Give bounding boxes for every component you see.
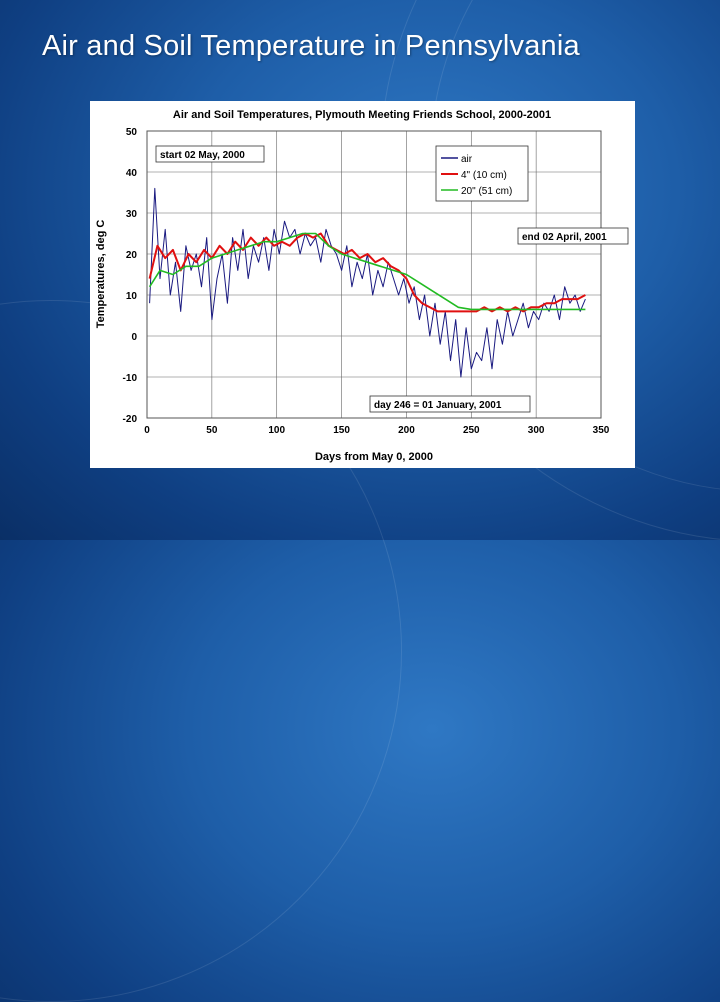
- annotation-start-text: start 02 May, 2000: [160, 150, 245, 161]
- y-axis-label: Temperatures, deg C: [95, 220, 107, 329]
- x-tick-label: 350: [593, 425, 610, 436]
- annotation-end: end 02 April, 2001: [517, 227, 629, 245]
- y-tick-label: -10: [123, 373, 138, 384]
- annotation-jan-box: [369, 395, 531, 413]
- legend-label-4in: 4" (10 cm): [461, 170, 507, 181]
- y-tick-label: 50: [126, 127, 138, 138]
- x-tick-label: 300: [528, 425, 545, 436]
- series-lines: [148, 187, 586, 378]
- x-tick-label: 50: [206, 425, 218, 436]
- x-tick-label: 200: [398, 425, 415, 436]
- annotation-end-box: [517, 227, 629, 245]
- x-tick-label: 250: [463, 425, 480, 436]
- x-axis-label: Days from May 0, 2000: [315, 451, 433, 463]
- series-20in-line: [148, 232, 586, 311]
- y-tick-label: 30: [126, 209, 138, 220]
- y-tick-label: 10: [126, 291, 138, 302]
- x-tick-label: 150: [333, 425, 350, 436]
- chart-title: Air and Soil Temperatures, Plymouth Meet…: [173, 109, 551, 121]
- slide-title: Air and Soil Temperature in Pennsylvania: [42, 30, 580, 62]
- x-tick-label: 100: [268, 425, 285, 436]
- series-4in-line: [148, 232, 586, 313]
- y-tick-label: 20: [126, 250, 138, 261]
- annotation-jan-text: day 246 = 01 January, 2001: [374, 400, 502, 411]
- legend-label-20in: 20" (51 cm): [461, 186, 512, 197]
- annotation-end-text: end 02 April, 2001: [522, 232, 607, 243]
- x-tick-label: 0: [144, 425, 150, 436]
- legend-label-air: air: [461, 154, 473, 165]
- legend: air 4" (10 cm) 20" (51 cm): [435, 145, 529, 202]
- line-chart: Air and Soil Temperatures, Plymouth Meet…: [95, 109, 629, 463]
- y-tick-label: 0: [131, 332, 137, 343]
- grid-lines: [146, 130, 602, 419]
- series-air-line: [149, 187, 586, 378]
- chart-panel: Air and Soil Temperatures, Plymouth Meet…: [90, 101, 635, 468]
- annotation-jan: day 246 = 01 January, 2001: [369, 395, 531, 413]
- y-tick-label: 40: [126, 168, 138, 179]
- y-tick-label: -20: [123, 414, 138, 425]
- annotation-start-box: [155, 145, 265, 163]
- annotation-start: start 02 May, 2000: [155, 145, 265, 163]
- plot-frame: [146, 130, 602, 419]
